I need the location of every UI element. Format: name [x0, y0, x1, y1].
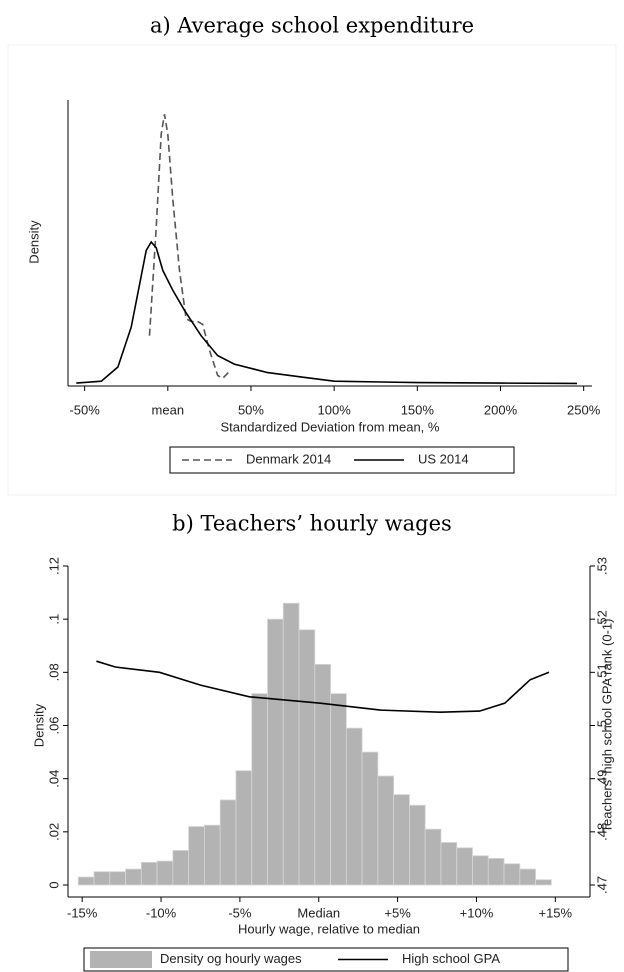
- bar: [487, 858, 505, 886]
- y2-axis-label: Teachers' high school GPA rank (0-1): [599, 619, 614, 833]
- y2ticks-label: .47: [594, 876, 609, 894]
- bar: [219, 799, 237, 886]
- bar: [140, 862, 158, 886]
- x-tick-label: +10%: [460, 905, 494, 920]
- bar: [409, 804, 426, 886]
- bar: [109, 871, 126, 886]
- x-tick-label: 150%: [401, 402, 435, 417]
- y-axis-label: Density: [26, 220, 41, 264]
- yticks-label: .1: [46, 614, 61, 625]
- bar: [519, 868, 536, 886]
- bar: [314, 663, 331, 886]
- yticks-label: .04: [46, 770, 61, 788]
- bar: [503, 863, 521, 886]
- x-tick-label: Median: [297, 905, 340, 920]
- x-tick-label: -5%: [228, 905, 252, 920]
- x-axis-label: Standardized Deviation from mean, %: [221, 419, 440, 434]
- bar: [298, 629, 316, 886]
- y2ticks-label: .49: [594, 770, 609, 788]
- x-tick-label: 200%: [484, 402, 518, 417]
- bar: [535, 879, 552, 886]
- y2ticks-label: .48: [594, 823, 609, 841]
- y-axis-label: Density: [31, 703, 46, 747]
- series-line: [76, 240, 578, 385]
- x-tick-label: 50%: [238, 402, 264, 417]
- x-tick-label: 250%: [567, 402, 601, 417]
- bar: [125, 868, 142, 886]
- yticks-label: .08: [46, 663, 61, 681]
- bar: [172, 850, 190, 886]
- bar: [188, 826, 205, 886]
- bar: [424, 828, 442, 886]
- bar: [377, 775, 395, 886]
- bar: [156, 860, 174, 886]
- series-line: [148, 114, 232, 380]
- x-tick-label: -50%: [69, 402, 100, 417]
- series-line: [96, 660, 550, 714]
- bar: [267, 618, 284, 886]
- y2ticks-label: .52: [594, 610, 609, 628]
- x-tick-label: -10%: [146, 905, 177, 920]
- bar: [456, 847, 473, 886]
- bar: [235, 770, 253, 886]
- chart-title: b) Teachers’ hourly wages: [172, 512, 452, 536]
- x-tick-label: +5%: [384, 905, 411, 920]
- bar: [251, 693, 268, 886]
- bar: [472, 855, 489, 886]
- x-axis-label: Hourly wage, relative to median: [238, 921, 420, 936]
- legend-label: Density og hourly wages: [160, 951, 302, 966]
- bar: [282, 602, 300, 886]
- legend-label: High school GPA: [402, 951, 500, 966]
- legend-label: Denmark 2014: [246, 451, 331, 466]
- y2ticks-label: .5: [594, 720, 609, 731]
- legend-box: [83, 947, 569, 972]
- legend-swatch: [90, 951, 152, 968]
- y2ticks-label: .53: [594, 557, 609, 575]
- yticks-label: 0: [46, 881, 61, 888]
- chart-title: a) Average school expenditure: [150, 14, 474, 38]
- bar: [393, 794, 410, 886]
- bar: [330, 693, 347, 886]
- yticks-label: .06: [46, 716, 61, 734]
- yticks-label: .12: [46, 557, 61, 575]
- x-tick-label: +15%: [538, 905, 572, 920]
- panel-frame: [7, 44, 617, 496]
- yticks-label: .02: [46, 823, 61, 841]
- bar: [204, 824, 221, 886]
- bar: [361, 751, 379, 886]
- x-tick-label: 100%: [318, 402, 352, 417]
- bar: [440, 842, 458, 886]
- legend-label: US 2014: [418, 451, 469, 466]
- y2ticks-label: .51: [594, 663, 609, 681]
- x-tick-label: mean: [152, 402, 185, 417]
- bar: [345, 727, 363, 886]
- bar: [93, 871, 111, 886]
- bar: [77, 876, 95, 886]
- x-tick-label: -15%: [67, 905, 98, 920]
